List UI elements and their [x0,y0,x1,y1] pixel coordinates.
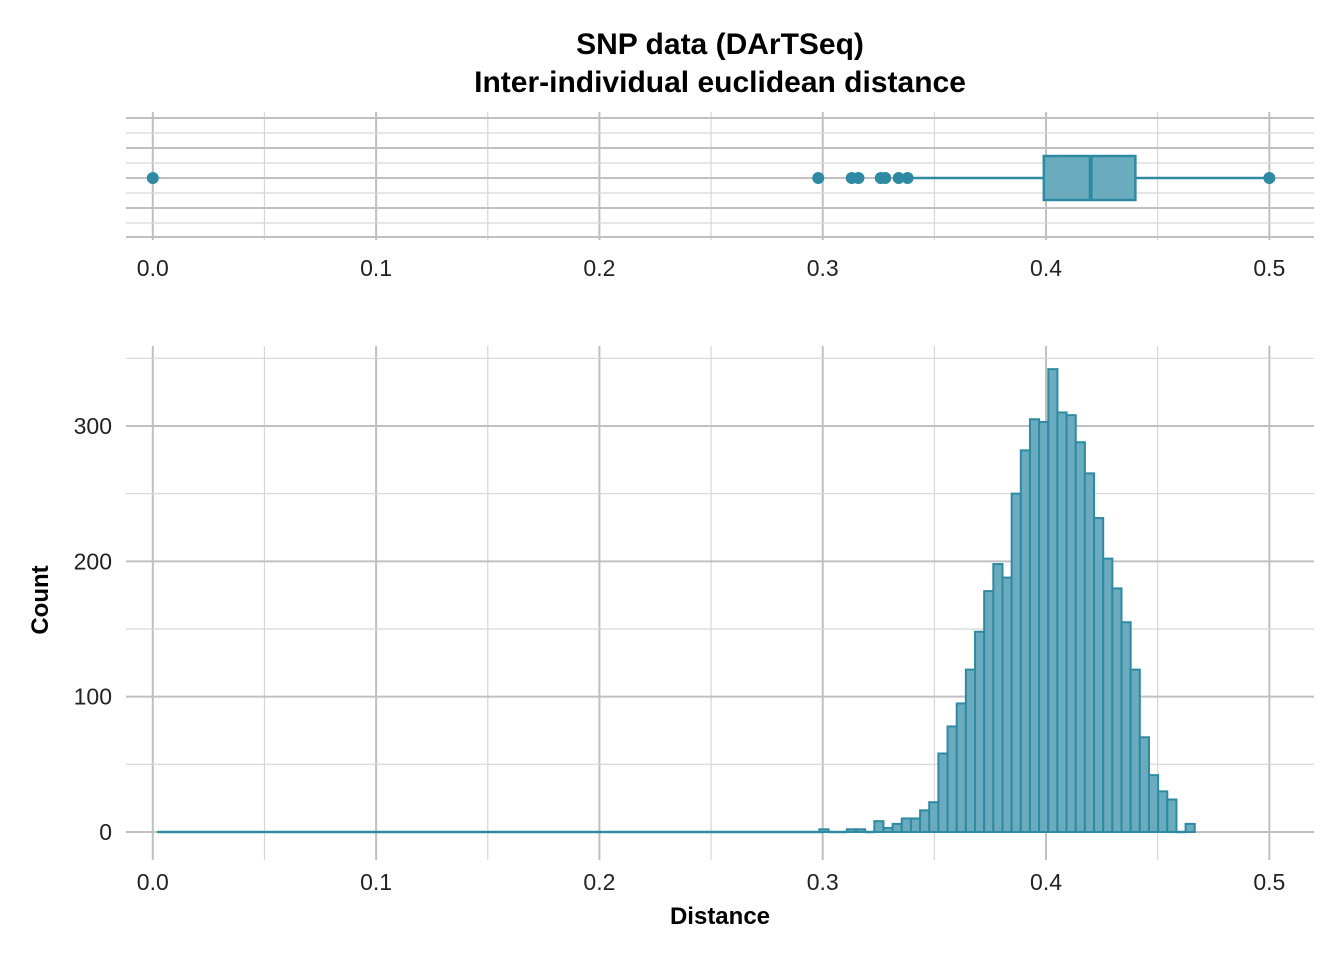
histogram-bar [1056,411,1068,833]
histogram-bar [854,828,867,834]
boxplot-outlier-point [892,172,905,184]
histogram-y-tick-labels: 0 100 200 300 [74,413,112,845]
histogram-bar [1047,368,1059,833]
y-axis-title: Count [27,565,54,634]
boxplot-x-tick-label: 0.0 [137,255,169,281]
histogram-bar [1102,557,1114,833]
histogram-bar [992,563,1004,833]
histogram-bar [845,828,857,834]
histogram-x-tick-labels: 0.0 0.1 0.2 0.3 0.4 0.5 [137,869,1286,895]
histogram-y-tick-label: 100 [74,684,112,710]
histogram-panel: 0.0 0.1 0.2 0.3 0.4 0.5 0 100 200 300 [74,346,1314,895]
histogram-y-tick-label: 300 [74,413,112,439]
histogram-bar [1019,449,1031,833]
histogram-bar [909,817,922,834]
histogram-x-tick-label: 0.2 [583,869,615,895]
boxplot-panel: 0.0 0.1 0.2 0.3 0.4 0.5 [126,112,1314,281]
boxplot-outlier-point [879,172,892,184]
histogram-y-tick-label: 0 [99,819,112,845]
histogram-bar [1166,798,1178,834]
boxplot-outlier-point [1263,172,1276,184]
histogram-bar [1093,517,1105,833]
boxplot-outlier-point [812,172,825,184]
chart-title-line1: SNP data (DArTSeq) [576,28,864,61]
histogram-bar [964,668,977,833]
boxplot-x-tick-labels: 0.0 0.1 0.2 0.3 0.4 0.5 [137,255,1286,281]
boxplot-marks [146,154,1276,202]
boxplot-outlier-point [146,172,159,184]
boxplot-outlier-point [852,172,865,184]
boxplot-grid [126,112,1314,240]
histogram-bar [928,801,940,834]
histogram-bar [937,752,949,833]
histogram-bar [873,820,885,834]
boxplot-x-tick-label: 0.3 [807,255,839,281]
histogram-bar [1138,736,1150,833]
histogram-bar [1038,420,1050,833]
x-axis-title: Distance [670,903,770,930]
histogram-bar [1184,822,1196,834]
histogram-bar [1010,492,1022,833]
histogram-y-tick-label: 200 [74,548,112,574]
histogram-bar [1111,587,1123,834]
histogram-bar [1001,576,1013,833]
histogram-x-tick-label: 0.4 [1030,869,1062,895]
boxplot-x-tick-label: 0.1 [360,255,392,281]
histogram-bar [946,725,958,833]
histogram-bar [919,809,931,834]
boxplot-outlier-point [901,172,914,184]
histogram-bar [1129,668,1141,833]
histogram-bar [1120,621,1132,833]
histogram-x-tick-label: 0.1 [360,869,392,895]
histogram-bar [955,702,967,834]
histogram-x-tick-label: 0.5 [1253,869,1285,895]
histogram-bar [1028,418,1041,833]
histogram-bar [1074,441,1086,833]
chart-title-line2: Inter-individual euclidean distance [474,66,966,99]
histogram-bar [1083,472,1096,833]
boxplot-x-tick-label: 0.4 [1030,255,1062,281]
histogram-bar [900,817,912,834]
histogram-bar [1065,414,1077,833]
histogram-x-tick-label: 0.0 [137,869,169,895]
histogram-bar [974,630,986,833]
histogram-bar [1157,790,1169,834]
histogram-bar [891,822,903,834]
histogram-bar [882,826,894,834]
histogram-bar [818,828,830,834]
boxplot-x-tick-label: 0.2 [583,255,615,281]
boxplot-x-tick-label: 0.5 [1253,255,1285,281]
histogram-bars [157,368,1196,834]
histogram-bar [1147,774,1160,833]
histogram-bar [983,590,995,834]
histogram-x-tick-label: 0.3 [807,869,839,895]
